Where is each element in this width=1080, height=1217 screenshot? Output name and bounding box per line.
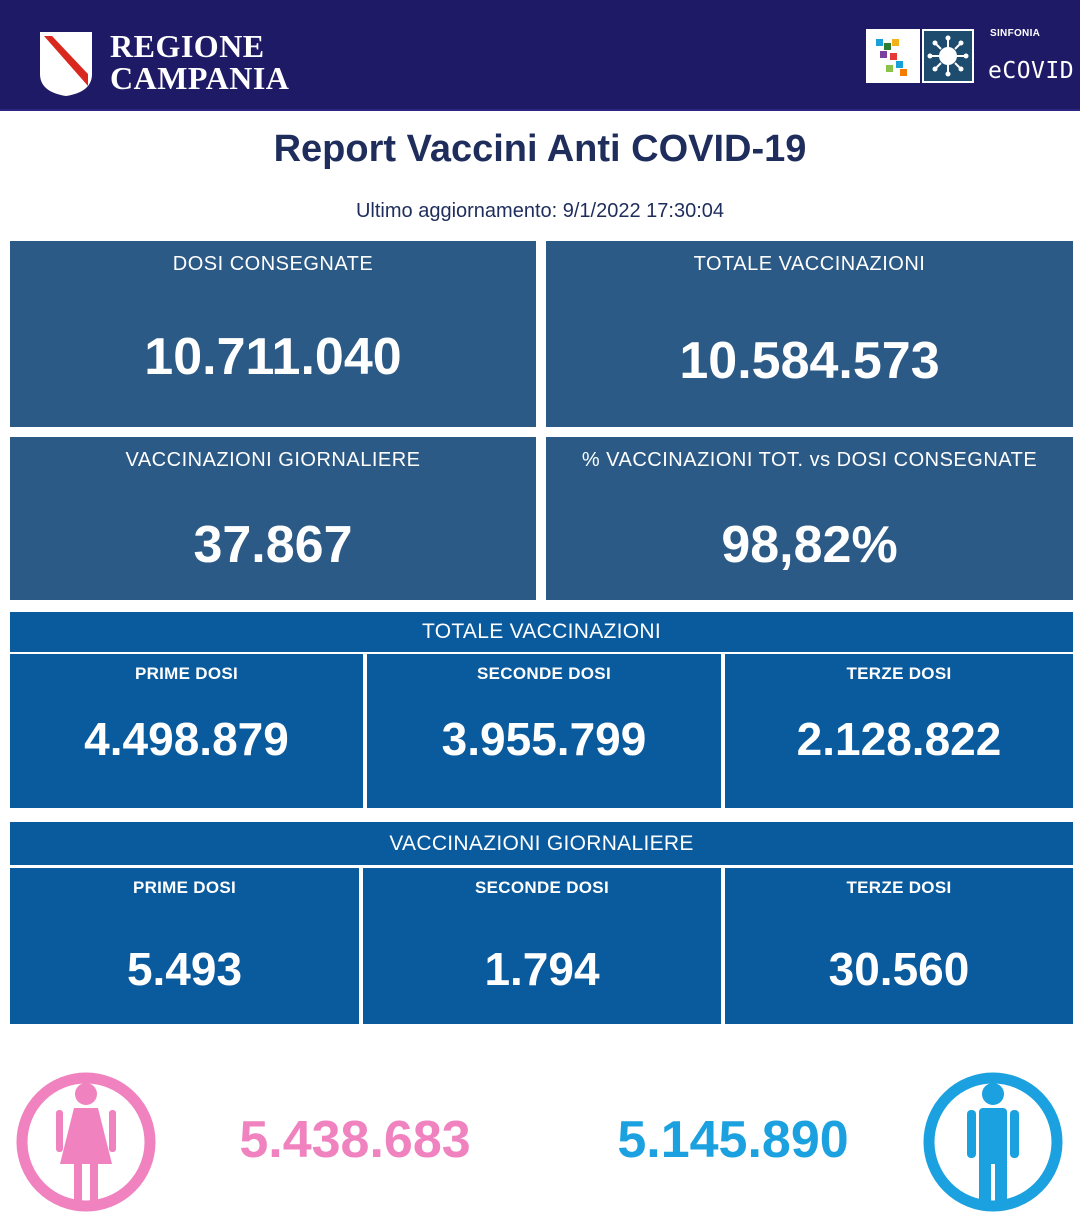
sinfonia-logo-icon — [866, 29, 920, 83]
card-vaccinazioni-giornaliere: VACCINAZIONI GIORNALIERE 37.867 — [10, 437, 536, 600]
brand-line-2: CAMPANIA — [110, 60, 290, 96]
virus-logo-icon — [922, 29, 974, 83]
cell-value: 3.955.799 — [441, 713, 647, 765]
cell-label: TERZE DOSI — [846, 664, 952, 683]
brand-name: REGIONE CAMPANIA — [110, 30, 289, 94]
header-bar: REGIONE CAMPANIA — [0, 0, 1080, 111]
brand-line-1: REGIONE — [110, 28, 265, 64]
female-count: 5.438.683 — [239, 1111, 471, 1169]
cell-value: 2.128.822 — [796, 713, 1002, 765]
card-value: 37.867 — [193, 516, 353, 574]
cell-giornaliere-terze-dosi: TERZE DOSI 30.560 — [725, 868, 1073, 1024]
female-person-icon — [16, 1072, 156, 1212]
cell-value: 30.560 — [828, 943, 970, 995]
ecovid-label: eCOVID — [988, 58, 1075, 84]
cell-totale-terze-dosi: TERZE DOSI 2.128.822 — [725, 654, 1073, 808]
card-label: % VACCINAZIONI TOT. vs DOSI CONSEGNATE — [581, 449, 1038, 471]
cell-label: SECONDE DOSI — [475, 878, 609, 897]
sinfonia-label: SINFONIA — [990, 28, 1041, 39]
cell-value: 1.794 — [484, 943, 600, 995]
section-header-totale: TOTALE VACCINAZIONI — [10, 612, 1073, 652]
card-percentuale: % VACCINAZIONI TOT. vs DOSI CONSEGNATE 9… — [546, 437, 1073, 600]
cell-label: SECONDE DOSI — [477, 664, 611, 683]
cell-label: TERZE DOSI — [846, 878, 952, 897]
cell-giornaliere-seconde-dosi: SECONDE DOSI 1.794 — [363, 868, 721, 1024]
card-label: VACCINAZIONI GIORNALIERE — [125, 449, 421, 471]
last-updated: Ultimo aggiornamento: 9/1/2022 17:30:04 — [355, 200, 725, 222]
cell-totale-seconde-dosi: SECONDE DOSI 3.955.799 — [367, 654, 721, 808]
card-label: DOSI CONSEGNATE — [172, 253, 374, 275]
cell-value: 4.498.879 — [84, 713, 289, 765]
card-value: 10.584.573 — [679, 332, 940, 390]
cell-totale-prime-dosi: PRIME DOSI 4.498.879 — [10, 654, 363, 808]
page-title: Report Vaccini Anti COVID-19 — [273, 128, 807, 170]
card-dosi-consegnate: DOSI CONSEGNATE 10.711.040 — [10, 241, 536, 427]
section-header-giornaliere: VACCINAZIONI GIORNALIERE — [10, 822, 1073, 865]
cell-giornaliere-prime-dosi: PRIME DOSI 5.493 — [10, 868, 359, 1024]
male-person-icon — [923, 1072, 1063, 1212]
regione-campania-shield-icon — [40, 32, 92, 96]
card-value: 98,82% — [721, 516, 898, 574]
cell-label: PRIME DOSI — [134, 664, 239, 683]
cell-value: 5.493 — [126, 943, 243, 995]
card-totale-vaccinazioni: TOTALE VACCINAZIONI 10.584.573 — [546, 241, 1073, 427]
male-count: 5.145.890 — [617, 1111, 849, 1169]
card-value: 10.711.040 — [144, 328, 402, 386]
cell-label: PRIME DOSI — [132, 878, 237, 897]
card-label: TOTALE VACCINAZIONI — [693, 253, 926, 275]
